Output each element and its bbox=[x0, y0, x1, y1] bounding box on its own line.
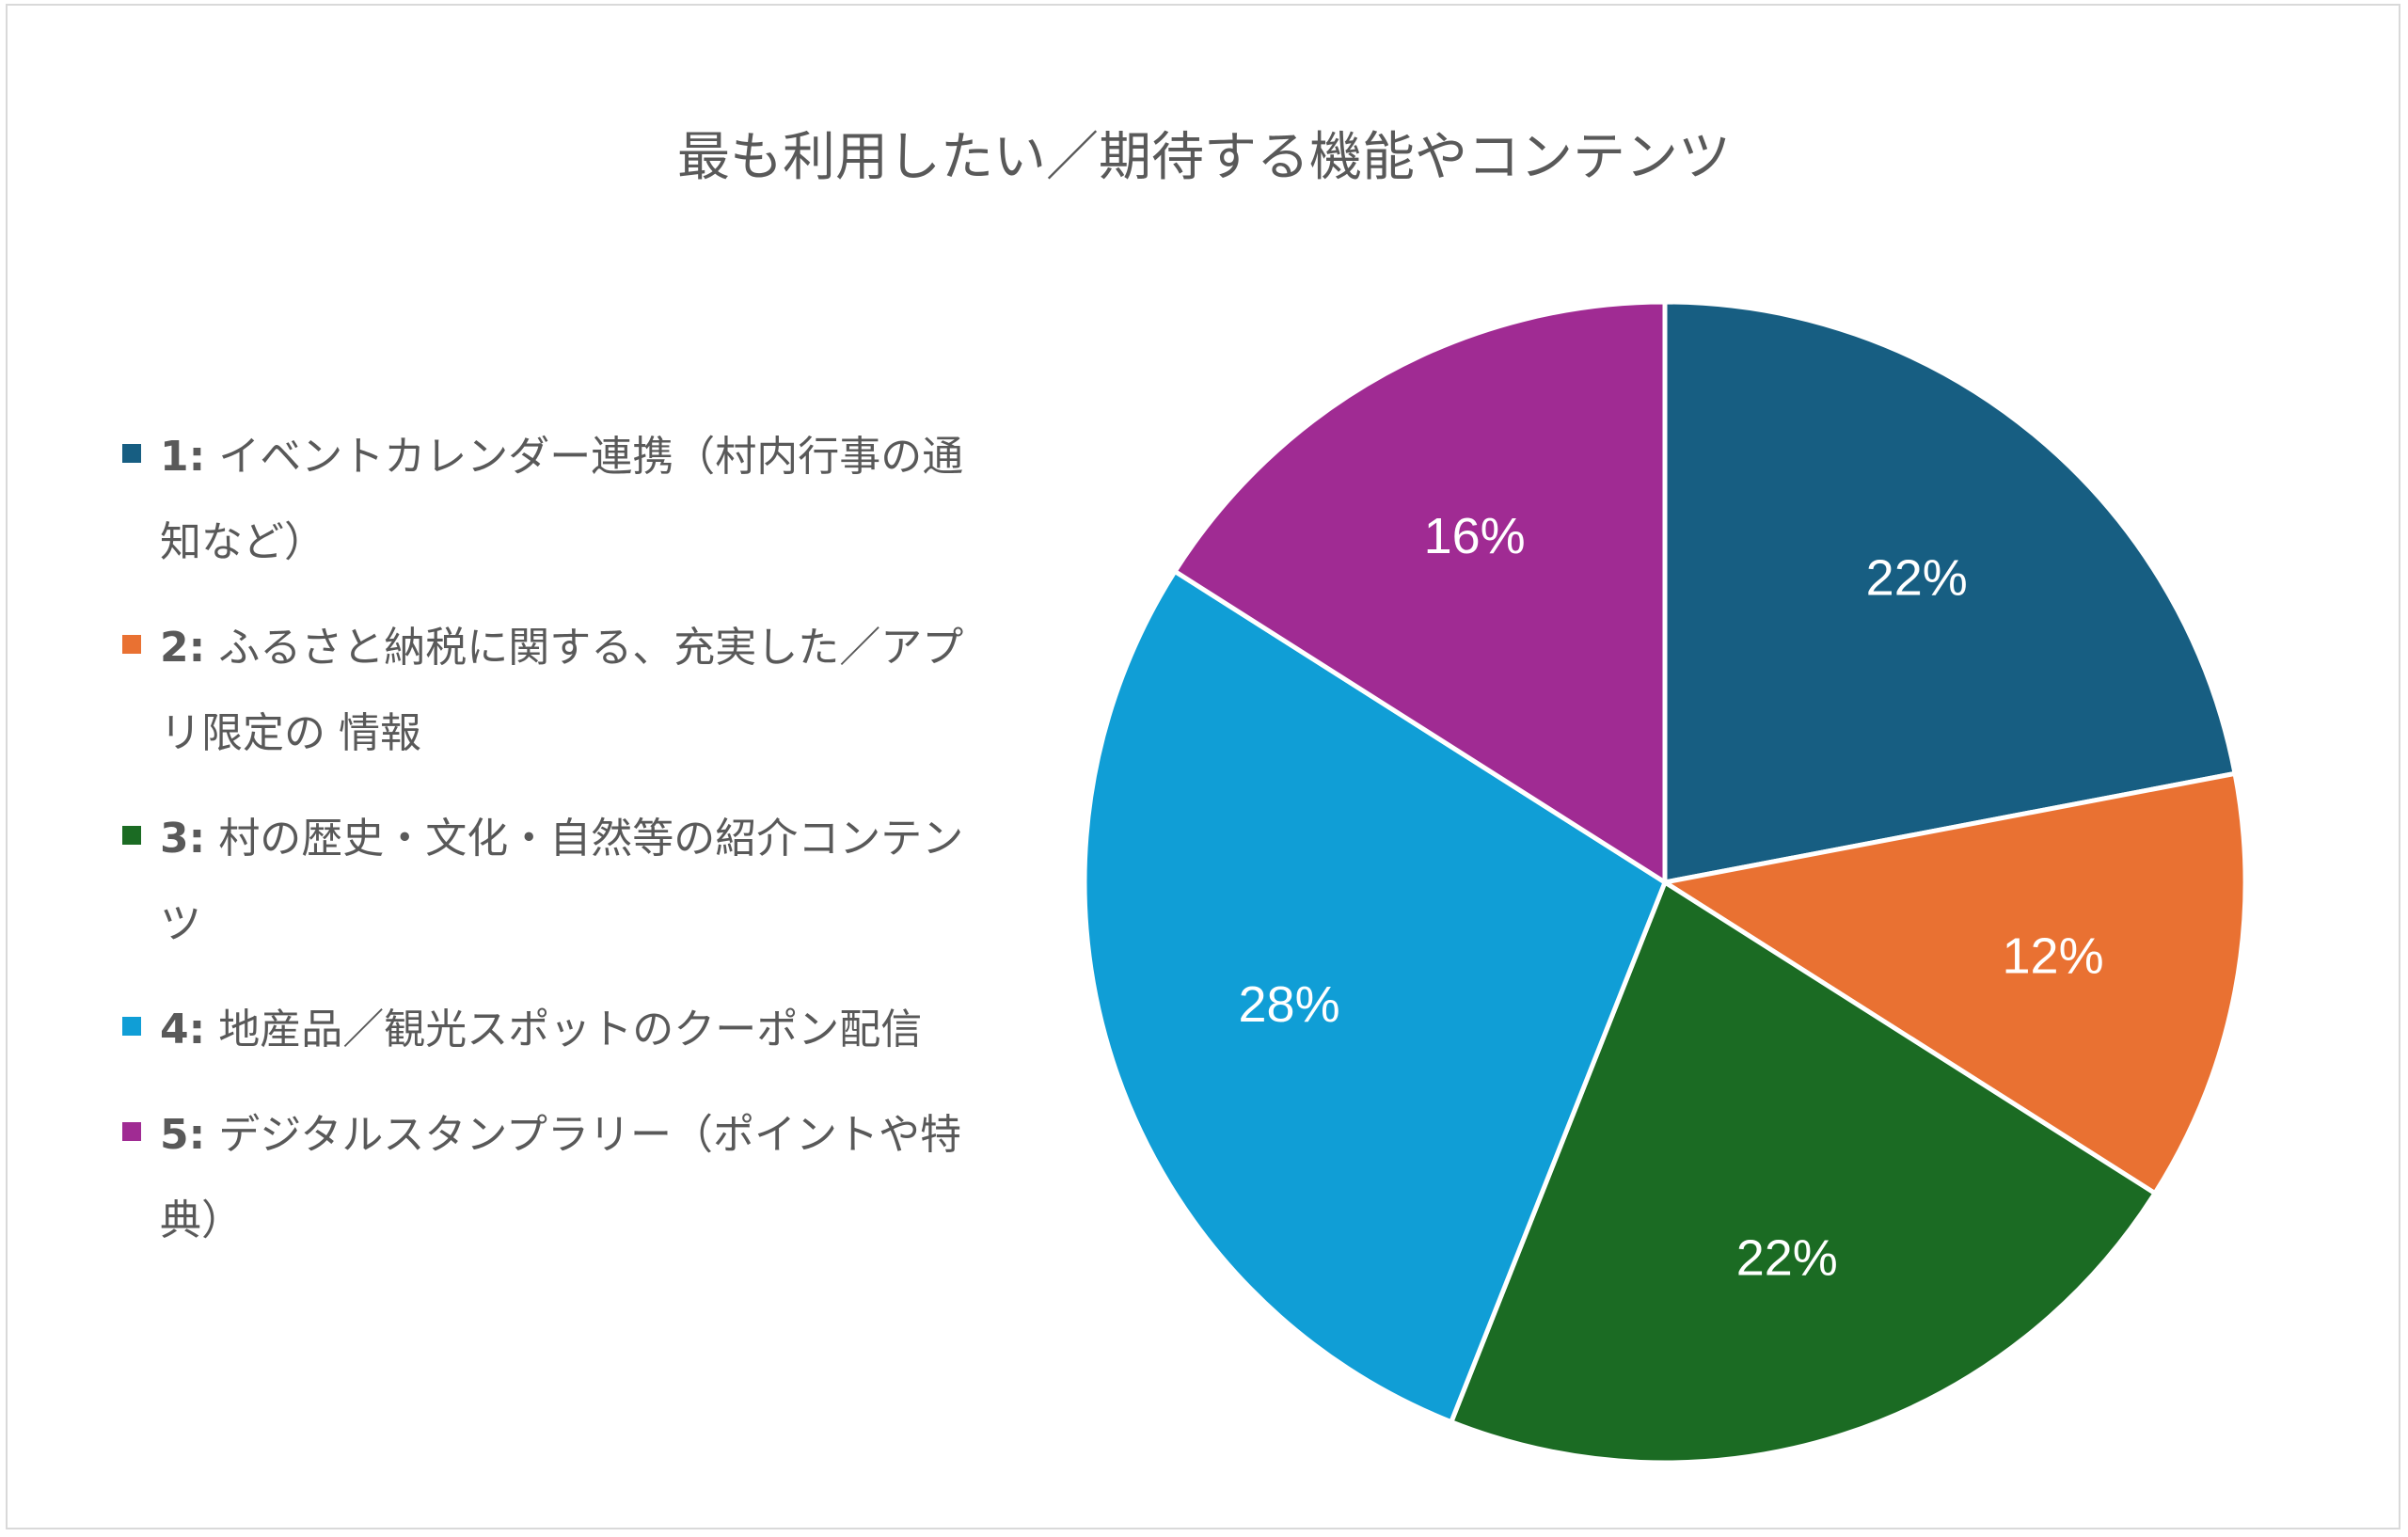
legend-number-5: 5: bbox=[160, 1111, 206, 1159]
pie-slice-5 bbox=[1172, 299, 1668, 885]
chart-title: 最も利用したい／期待する機能やコンテンツ bbox=[677, 127, 1731, 188]
pie-slice-3 bbox=[1449, 879, 2158, 1466]
legend-item-5: 5: デジタルスタンプラリー（ポイントや特典） bbox=[122, 1092, 969, 1263]
legend-swatch-4 bbox=[122, 1017, 141, 1036]
legend-swatch-2 bbox=[122, 635, 141, 654]
legend-number-3: 3: bbox=[160, 815, 206, 863]
legend-swatch-3 bbox=[122, 826, 141, 845]
legend-swatch-5 bbox=[122, 1122, 141, 1141]
legend-item-4: 4: 地産品／観光スポットのクーポン配信 bbox=[122, 987, 969, 1072]
slice-label-4: 28% bbox=[1239, 976, 1340, 1033]
legend-number-4: 4: bbox=[160, 1006, 206, 1054]
slice-label-3: 22% bbox=[1736, 1229, 1838, 1286]
slice-label-5: 16% bbox=[1424, 508, 1526, 564]
legend-swatch-1 bbox=[122, 444, 141, 463]
legend-label-3: 村の歴史・文化・自然等の紹介コンテンツ bbox=[160, 815, 964, 948]
pie-slice-2 bbox=[1662, 770, 2248, 1196]
legend-label-5: デジタルスタンプラリー（ポイントや特典） bbox=[160, 1111, 962, 1244]
slice-label-2: 12% bbox=[2003, 928, 2104, 985]
legend-item-1: 1: イベントカレンダー連携（村内行事の通知など） bbox=[122, 414, 969, 585]
pie-slice-1 bbox=[1662, 299, 2238, 885]
legend-label-4: 地産品／観光スポットのクーポン配信 bbox=[218, 1006, 923, 1054]
legend-number-1: 1: bbox=[160, 433, 206, 481]
legend-item-3: 3: 村の歴史・文化・自然等の紹介コンテンツ bbox=[122, 796, 969, 967]
legend-number-2: 2: bbox=[160, 624, 206, 672]
slice-label-1: 22% bbox=[1866, 549, 1968, 606]
pie-slice-4 bbox=[1082, 568, 1668, 1425]
legend-label-2: ふるさと納税に関する、充実した／アプリ限定の 情報 bbox=[160, 624, 964, 757]
legend-item-2: 2: ふるさと納税に関する、充実した／アプリ限定の 情報 bbox=[122, 605, 969, 776]
legend-label-1: イベントカレンダー連携（村内行事の通知など） bbox=[160, 433, 964, 566]
legend: 1: イベントカレンダー連携（村内行事の通知など） 2: ふるさと納税に関する、… bbox=[122, 414, 969, 1283]
